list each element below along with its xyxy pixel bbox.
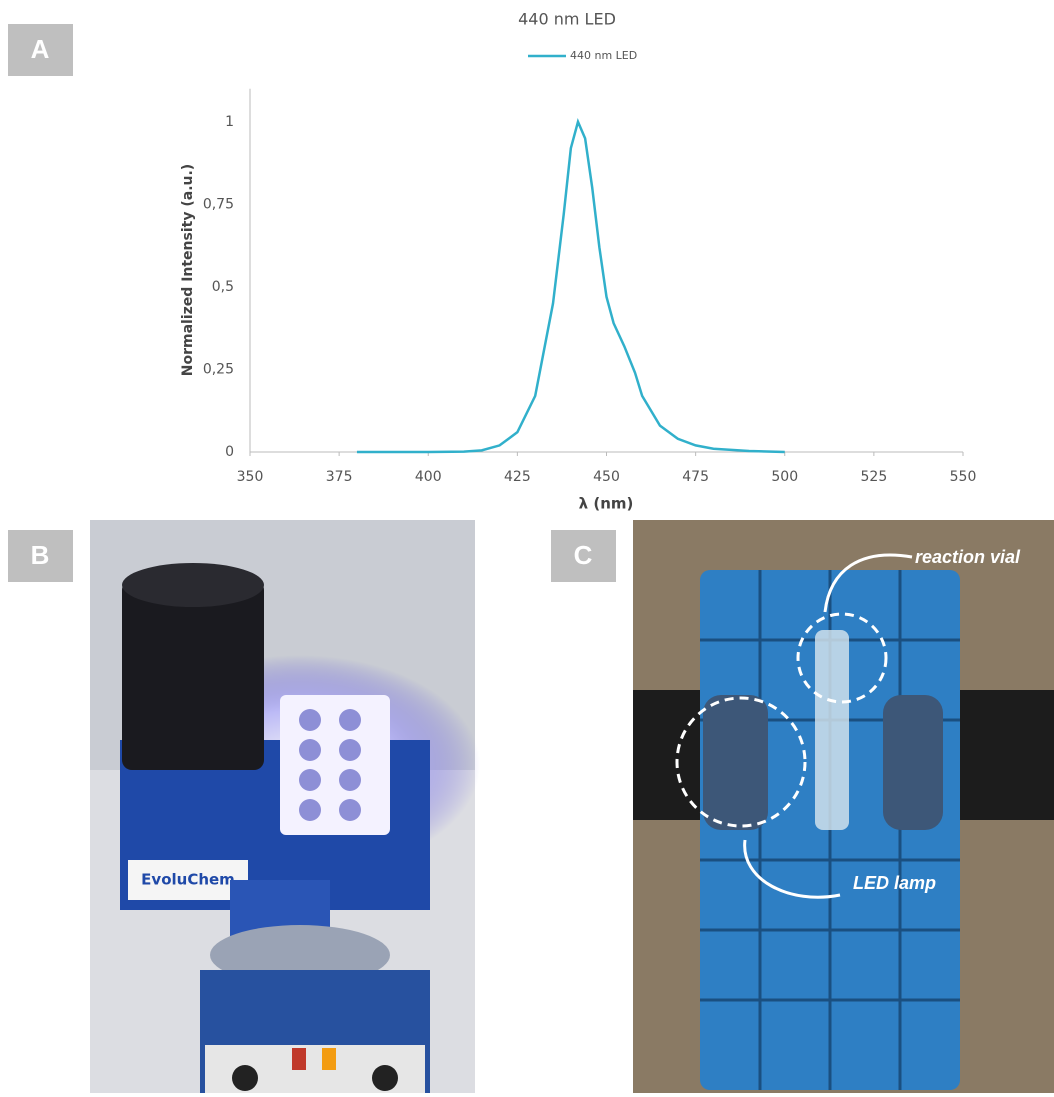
x-axis-label: λ (nm) xyxy=(579,495,634,513)
panel-label: B xyxy=(31,540,50,570)
x-tick-label: 525 xyxy=(861,469,888,485)
annotation: reaction vial xyxy=(915,547,1021,567)
legend-label: 440 nm LED xyxy=(570,49,637,62)
figure: A B C 440 nm LED λ (nm) Normalized Inten… xyxy=(0,0,1054,1093)
x-tick-label: 475 xyxy=(682,469,709,485)
y-tick-label: 0 xyxy=(225,444,234,460)
photo-b: EvoluChem xyxy=(90,520,480,1093)
x-tick-label: 350 xyxy=(237,469,264,485)
y-tick-label: 1 xyxy=(225,114,234,130)
x-tick-label: 425 xyxy=(504,469,531,485)
series-line xyxy=(357,122,785,452)
x-tick-label: 375 xyxy=(326,469,353,485)
x-tick-label: 500 xyxy=(771,469,798,485)
panel-label: C xyxy=(574,540,593,570)
chart-title: 440 nm LED xyxy=(518,10,616,29)
y-axis-label: Normalized Intensity (a.u.) xyxy=(180,164,196,376)
panel-label: A xyxy=(31,34,50,64)
device-label: EvoluChem xyxy=(141,871,235,889)
x-tick-label: 450 xyxy=(593,469,620,485)
y-tick-label: 0,25 xyxy=(203,361,234,377)
x-tick-label: 400 xyxy=(415,469,442,485)
y-tick-label: 0,5 xyxy=(212,279,234,295)
photo-c: reaction vial LED lamp xyxy=(633,520,1054,1093)
annotation: LED lamp xyxy=(853,873,936,893)
plot: 0 0,25 0,5 0,75 1 350 375 400 425 450 475 500 525 550… xyxy=(203,49,977,485)
x-tick-label: 550 xyxy=(950,469,977,485)
y-tick-label: 0,75 xyxy=(203,196,234,212)
